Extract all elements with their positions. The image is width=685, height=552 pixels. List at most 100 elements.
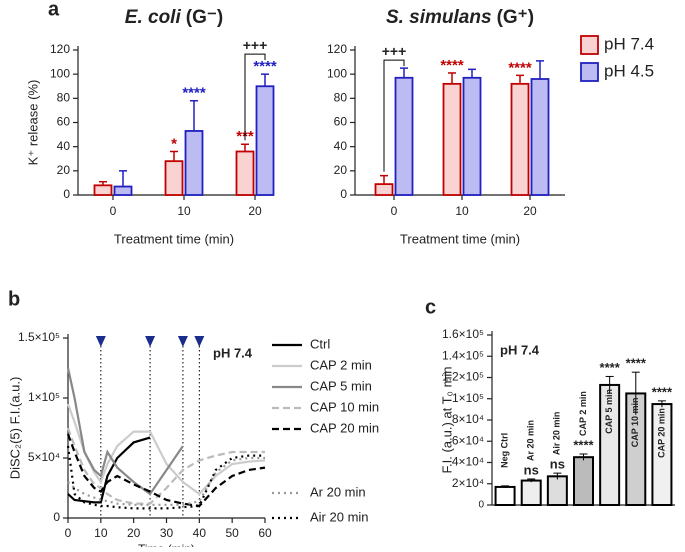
x-tick-label: CAP 2 min — [578, 391, 588, 436]
bar — [164, 160, 184, 196]
significance: **** — [652, 384, 673, 399]
bar — [255, 85, 275, 196]
y-tick-label: 5×10⁴ — [28, 450, 60, 464]
y-tick-label: 120 — [50, 42, 70, 56]
significance: **** — [508, 59, 532, 76]
significance: **** — [440, 57, 464, 74]
y-tick-label: 8×10⁴ — [452, 412, 484, 426]
bar — [510, 82, 530, 196]
bar — [530, 78, 550, 196]
x-tick-label: 0 — [110, 204, 117, 218]
bar — [462, 76, 482, 196]
x-tick-label: 10 — [177, 204, 191, 218]
panel-label: c — [425, 296, 436, 318]
y-axis-label: F.I. (a.u.) at T₀ min — [439, 366, 454, 473]
y-tick-label: 1.2×10⁵ — [442, 370, 484, 384]
significance: **** — [182, 85, 206, 102]
x-tick-label: 10 — [455, 204, 469, 218]
significance: ns — [524, 462, 539, 477]
bar — [520, 479, 542, 506]
y-tick-label: 40 — [334, 139, 348, 153]
legend-label: CAP 5 min — [310, 378, 372, 393]
legend-label: Air 20 min — [310, 509, 369, 524]
significance: **** — [253, 58, 277, 75]
x-axis-label: Treatment time (min) — [400, 231, 520, 246]
bar — [93, 184, 113, 196]
significance: **** — [573, 437, 594, 452]
annotation: pH 7.4 — [500, 342, 540, 357]
y-tick-label: 0 — [53, 510, 60, 524]
significance: **** — [600, 360, 621, 375]
bar — [573, 456, 594, 506]
title-italic: E. coli — [125, 7, 182, 28]
legend-label: CAP 20 min — [310, 420, 379, 435]
x-tick-label: 20 — [127, 526, 141, 540]
series-line — [66, 403, 266, 496]
marker-arrow — [95, 336, 106, 347]
legend-label: Ctrl — [310, 336, 330, 351]
chart-title: S. simulans (G⁺) — [386, 7, 534, 28]
marker-arrow — [145, 336, 156, 347]
legend-label: CAP 2 min — [310, 357, 372, 372]
bar — [394, 76, 414, 196]
x-tick-label: CAP 10 min — [630, 397, 640, 447]
bar — [494, 485, 516, 506]
x-tick-label: 0 — [391, 204, 398, 218]
legend-swatch — [580, 62, 599, 82]
series-line — [66, 427, 265, 505]
x-tick-label: CAP 5 min — [604, 389, 614, 434]
y-tick-label: 2×10⁴ — [452, 476, 484, 490]
bar — [184, 130, 204, 196]
x-tick-label: 10 — [94, 526, 108, 540]
legend-label: CAP 10 min — [310, 399, 379, 414]
x-tick-label: Neg Ctrl — [499, 433, 509, 468]
x-tick-label: 0 — [65, 526, 72, 540]
bar — [113, 185, 133, 196]
series-line — [66, 433, 266, 508]
y-tick-label: 0 — [63, 187, 70, 201]
y-tick-label: 1×10⁵ — [452, 391, 484, 405]
y-axis-label: DiSC₂(5) F.I.(a.u.) — [7, 377, 22, 480]
y-tick-label: 100 — [327, 66, 347, 80]
bar — [374, 183, 394, 196]
x-tick-label: 30 — [160, 526, 174, 540]
title-italic: S. simulans — [386, 7, 492, 28]
legend-label: pH 7.4 — [604, 34, 654, 53]
series-line — [66, 445, 265, 510]
y-tick-label: 80 — [57, 91, 71, 105]
y-tick-label: 1.6×10⁵ — [442, 327, 484, 341]
y-tick-label: 60 — [334, 115, 348, 129]
legend-swatch — [580, 35, 599, 55]
x-tick-label: 20 — [248, 204, 262, 218]
series-line — [67, 456, 265, 506]
panel-label: b — [8, 288, 20, 310]
bar — [546, 475, 568, 506]
y-tick-label: 20 — [334, 163, 348, 177]
x-tick-label: CAP 20 min — [656, 408, 666, 458]
panel-label: a — [48, 0, 60, 20]
legend-label: pH 4.5 — [604, 61, 654, 80]
significance: **** — [626, 356, 647, 371]
y-tick-label: 0 — [478, 500, 484, 511]
y-tick-label: 100 — [50, 66, 70, 80]
significance: * — [171, 135, 177, 152]
y-axis-label: K⁺ release (%) — [25, 80, 40, 166]
y-tick-label: 80 — [334, 91, 348, 105]
y-tick-label: 60 — [57, 115, 71, 129]
bracket — [244, 53, 266, 141]
annotation: pH 7.4 — [213, 345, 253, 360]
series-line — [67, 436, 151, 504]
significance: ns — [550, 457, 565, 472]
y-tick-label: 1.5×10⁵ — [18, 330, 60, 344]
x-tick-label: 60 — [258, 526, 272, 540]
y-tick-label: 120 — [327, 42, 347, 56]
bar — [235, 150, 255, 196]
y-tick-label: 0 — [340, 187, 347, 201]
x-axis-label: Time (min) — [138, 542, 195, 547]
title-rest: (G⁺) — [497, 7, 534, 28]
bracket-label: +++ — [382, 43, 407, 59]
x-tick-label: Ar 20 min — [526, 420, 536, 461]
y-tick-label: 40 — [57, 139, 71, 153]
bracket-label: +++ — [243, 37, 268, 53]
